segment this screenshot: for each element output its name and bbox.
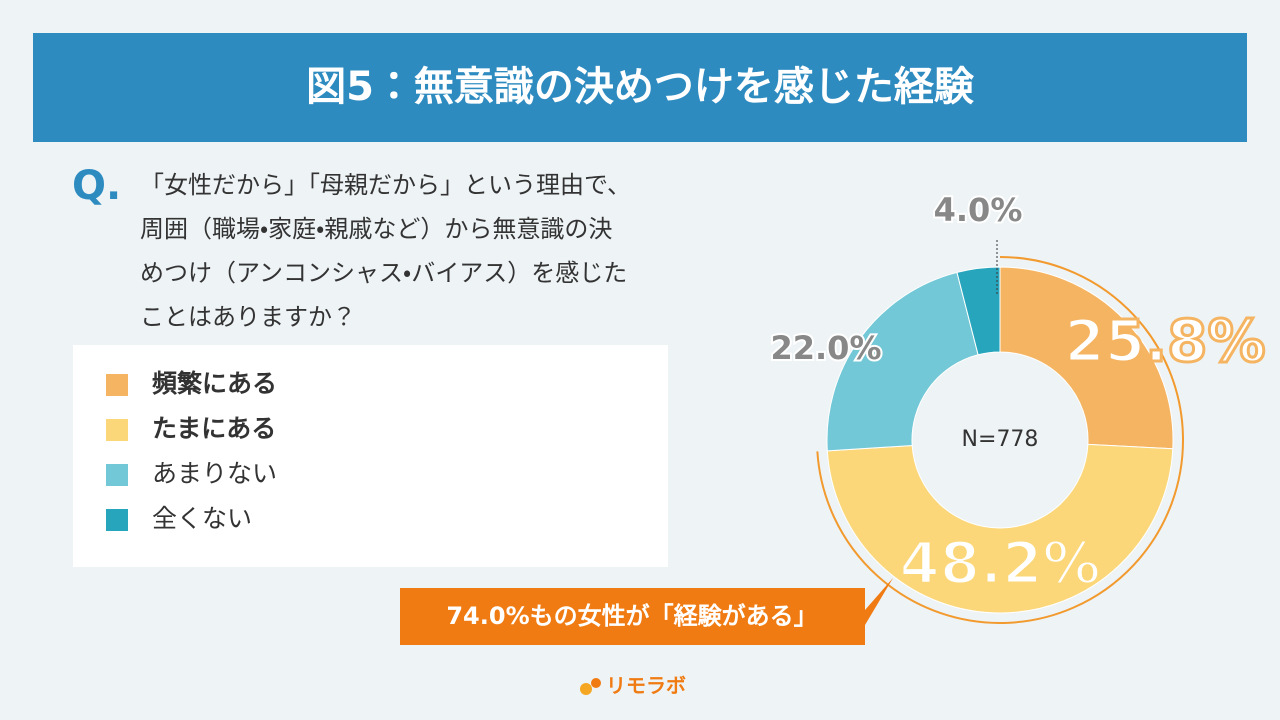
- question-line: 周囲（職場・家庭・親戚など）から無意識の決: [140, 215, 612, 243]
- title: 図5：無意識の決めつけを感じた経験: [306, 64, 975, 110]
- question-line: 「女性だから」「母親だから」という理由で、: [140, 171, 631, 199]
- slice: [999, 266, 1174, 450]
- callout-box: [400, 578, 893, 645]
- value-label: 25.8%: [1064, 307, 1265, 375]
- legend-swatch: [106, 464, 128, 486]
- brand: リモラボ: [606, 674, 686, 698]
- brand-logo: [580, 683, 592, 695]
- question-line: めつけ（アンコンシャス・バイアス）を感じた: [140, 259, 627, 287]
- callout-text: 74.0%もの女性が「経験がある」: [446, 602, 817, 630]
- donut-chart: N=778 25.8% 48.2% 22.0% 4.0%: [768, 189, 1267, 624]
- highlight-arc: [816, 256, 1184, 624]
- legend-swatch: [106, 419, 128, 441]
- brand-logo: [591, 678, 601, 688]
- legend-swatch: [106, 509, 128, 531]
- slice: [956, 266, 1001, 356]
- slice: [826, 443, 1174, 614]
- legend-label: 頻繁にある: [152, 369, 277, 398]
- legend-label: たまにある: [152, 414, 276, 443]
- legend-label: あまりない: [152, 459, 277, 488]
- q-mark: Q.: [72, 163, 121, 209]
- center-label: N=778: [962, 427, 1039, 452]
- header-bar: [33, 33, 1247, 142]
- question: 「女性だから」「母親だから」という理由で、周囲（職場・家庭・親戚など）から無意識…: [140, 171, 631, 331]
- legend-box: [73, 345, 668, 567]
- legend-swatch: [106, 374, 128, 396]
- value-label: 22.0%: [770, 329, 881, 367]
- legend-label: 全くない: [152, 504, 252, 533]
- value-label: 4.0%: [934, 191, 1023, 229]
- value-label: 48.2%: [899, 529, 1100, 597]
- slice: [826, 271, 979, 452]
- question-line: ことはありますか？: [140, 303, 356, 331]
